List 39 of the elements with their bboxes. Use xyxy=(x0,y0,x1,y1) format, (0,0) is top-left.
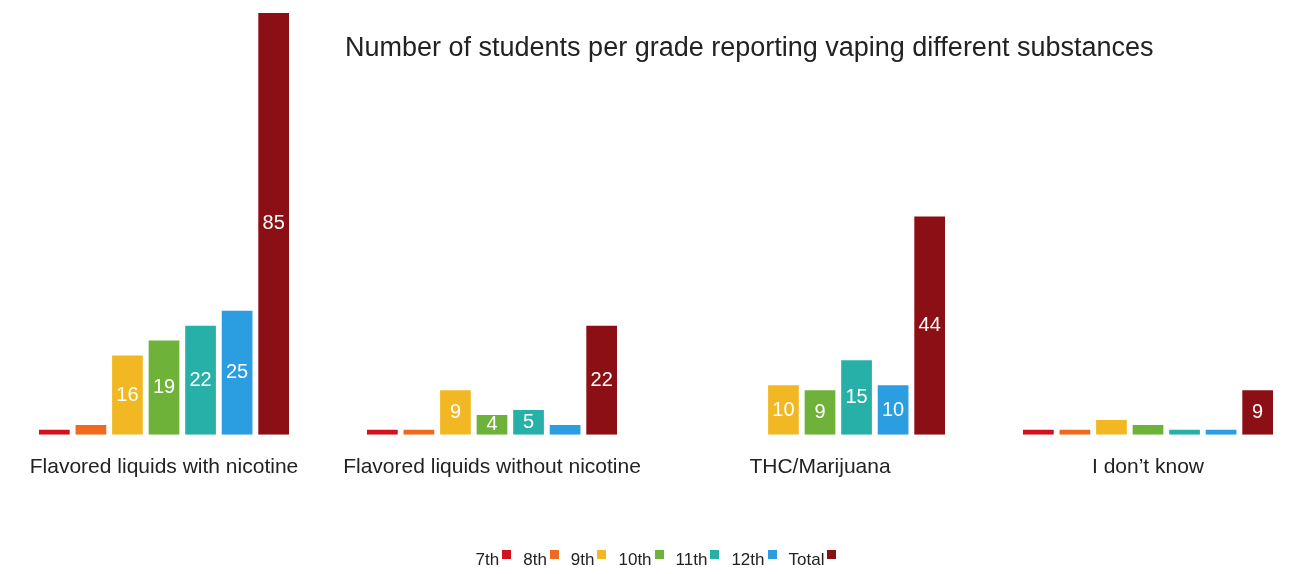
data-label: 9 xyxy=(449,399,462,422)
data-label: 44 xyxy=(918,313,941,336)
bar xyxy=(768,385,799,435)
bar xyxy=(148,340,180,435)
bar xyxy=(112,355,143,435)
bar xyxy=(841,360,872,435)
legend-label: Total xyxy=(788,550,825,569)
bar xyxy=(440,390,471,435)
legend-label: 12th xyxy=(731,550,765,569)
bar xyxy=(586,325,617,435)
x-tick-label: Flavored liquids without nicotine xyxy=(343,454,641,478)
text: Number of students per grade reporting vaping different substances xyxy=(345,32,1154,63)
legend-label: 9th xyxy=(570,550,595,569)
data-label: 19 xyxy=(152,375,176,398)
data-label: 15 xyxy=(845,385,868,408)
data-label: 5 xyxy=(522,409,535,432)
x-tick-label: THC/Marijuana xyxy=(749,454,891,478)
bar xyxy=(221,310,253,435)
bar xyxy=(1242,390,1273,435)
x-tick-label: Flavored liquids with nicotine xyxy=(29,454,299,478)
bar xyxy=(914,216,945,435)
data-label: 4 xyxy=(486,412,498,435)
bar xyxy=(1096,419,1127,435)
data-label: 9 xyxy=(814,399,826,422)
data-label: 85 xyxy=(262,211,285,234)
data-label: 16 xyxy=(116,382,139,405)
data-label: 10 xyxy=(881,397,905,420)
bar xyxy=(258,13,289,435)
x-tick-label: I don’t know xyxy=(1091,454,1205,478)
legend-label: 8th xyxy=(523,550,547,569)
data-label: 10 xyxy=(772,397,795,420)
data-label: 22 xyxy=(189,367,212,390)
legend-label: 7th xyxy=(475,550,500,569)
data-label: 25 xyxy=(225,360,249,383)
legend-label: 11th xyxy=(675,550,708,569)
bar xyxy=(185,325,216,435)
legend-label: 10th xyxy=(618,550,652,569)
data-label: 9 xyxy=(1252,399,1264,422)
data-label: 22 xyxy=(590,367,613,390)
